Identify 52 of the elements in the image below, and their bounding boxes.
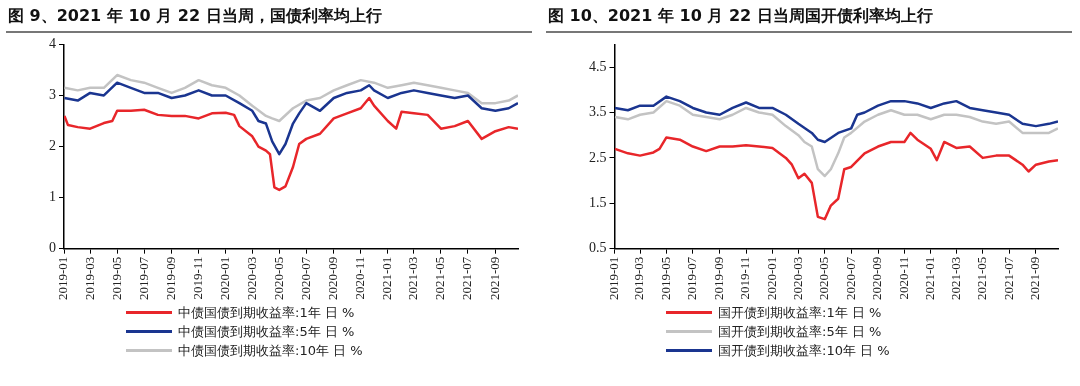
y-tick-label: 0.5 (589, 240, 607, 256)
y-tick-label: 4 (49, 36, 56, 52)
x-tick-label: 2021-05 (432, 256, 448, 301)
x-tick-label: 2019-11 (190, 256, 206, 300)
x-tick-label: 2021-03 (947, 256, 963, 301)
x-tick-label: 2020-03 (789, 256, 805, 301)
y-tick-label: 2 (49, 138, 56, 154)
x-tick-label: 2020-07 (842, 256, 858, 301)
legend-label: 中债国债到期收益率:10年 日 % (178, 341, 363, 360)
x-tick-label: 2021-09 (1027, 256, 1043, 301)
y-tick-label: 3 (49, 87, 56, 103)
x-tick-label: 2021-07 (459, 256, 475, 301)
x-tick-label: 2020-09 (869, 256, 885, 301)
y-tick-label: 4.5 (589, 58, 607, 74)
y-tick-label: 1.5 (589, 194, 607, 210)
x-tick-label: 2020-03 (243, 256, 259, 301)
x-tick-label: 2020-11 (895, 256, 911, 300)
x-tick-label: 2019-05 (108, 256, 124, 301)
x-tick-label: 2019-11 (737, 256, 753, 300)
x-tick-label: 2021-03 (405, 256, 421, 301)
x-tick-label: 2021-07 (1000, 256, 1016, 301)
chart-title: 图 9、2021 年 10 月 22 日当周，国债利率均上行 (6, 0, 532, 33)
y-tick-label: 3.5 (589, 104, 607, 120)
x-tick-label: 2019-03 (81, 256, 97, 301)
y-tick-label: 0 (49, 240, 56, 256)
chart-title: 图 10、2021 年 10 月 22 日当周国开债利率均上行 (546, 0, 1072, 33)
x-tick-label: 2020-01 (763, 256, 779, 301)
legend-label: 中债国债到期收益率:1年 日 % (178, 303, 355, 322)
x-tick-label: 2019-07 (684, 256, 700, 301)
x-tick-label: 2019-09 (711, 256, 727, 301)
x-tick-label: 2019-05 (657, 256, 673, 301)
x-tick-label: 2020-09 (325, 256, 341, 301)
x-tick-label: 2021-09 (486, 256, 502, 301)
legend-label: 中债国债到期收益率:5年 日 % (178, 322, 355, 341)
x-tick-label: 2020-11 (352, 256, 368, 300)
x-tick-label: 2020-05 (816, 256, 832, 301)
x-tick-label: 2019-01 (55, 256, 71, 301)
x-tick-label: 2019-07 (135, 256, 151, 301)
x-tick-label: 2019-09 (163, 256, 179, 301)
x-tick-label: 2019-03 (631, 256, 647, 301)
x-tick-label: 2019-01 (605, 256, 621, 301)
x-tick-label: 2020-07 (297, 256, 313, 301)
y-tick-label: 2.5 (589, 149, 607, 165)
legend-label: 国开债到期收益率:5年 日 % (718, 322, 882, 341)
legend-label: 国开债到期收益率:10年 日 % (718, 341, 890, 360)
x-tick-label: 2020-01 (217, 256, 233, 301)
y-tick-label: 1 (49, 189, 56, 205)
legend-label: 国开债到期收益率:1年 日 % (718, 303, 882, 322)
x-tick-label: 2020-05 (270, 256, 286, 301)
x-tick-label: 2021-01 (379, 256, 395, 301)
x-tick-label: 2021-01 (922, 256, 938, 301)
x-tick-label: 2021-05 (974, 256, 990, 301)
